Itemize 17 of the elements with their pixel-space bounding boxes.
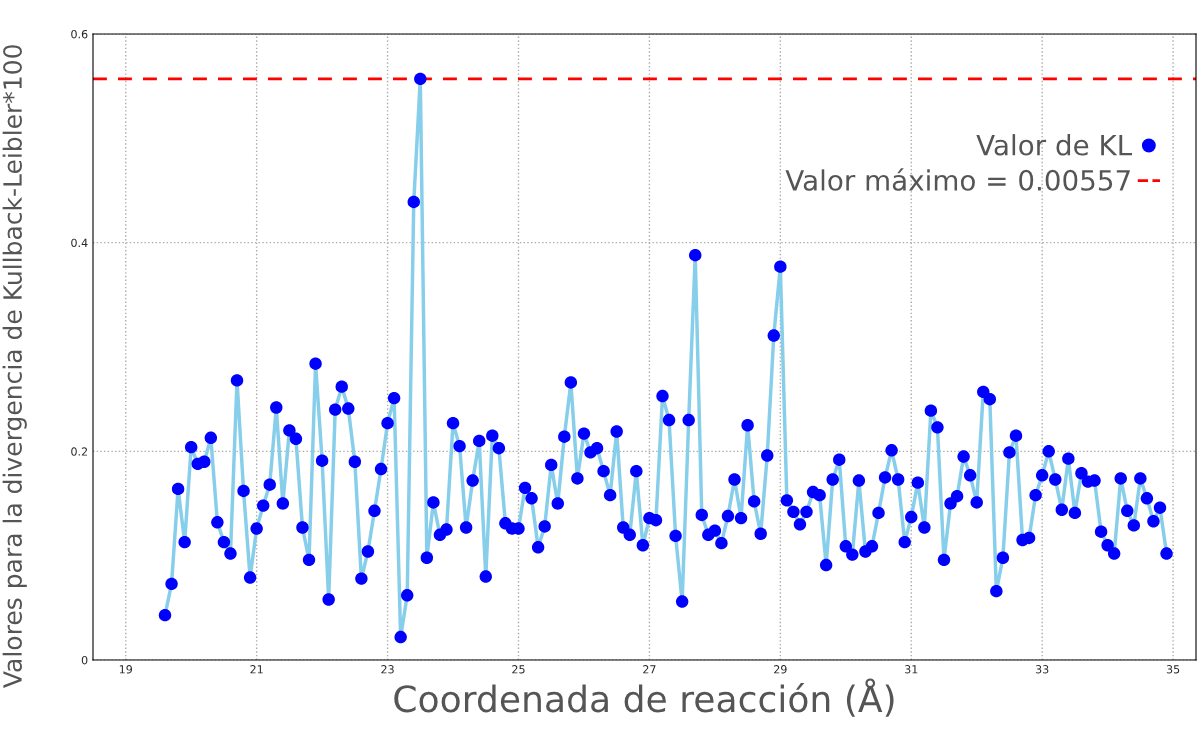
- x-tick-label: 35: [1166, 665, 1180, 674]
- x-tick-label: 21: [250, 665, 263, 674]
- y-tick-label: 0.6: [71, 29, 88, 39]
- y-tick-label: 0: [81, 655, 88, 665]
- x-tick-label: 23: [381, 665, 394, 674]
- annotation: Valor máximo = 0.00557: [785, 168, 1130, 191]
- x-tick-label: 31: [905, 665, 918, 674]
- y-tick-label: 0.4: [71, 238, 88, 248]
- x-tick-label: 25: [512, 665, 525, 674]
- legend-label: Valor de KL: [976, 134, 1133, 156]
- y-axis-title: Valores para la divergencia de Kullback-Leibler*100: [2, 45, 27, 688]
- x-tick-label: 29: [774, 665, 787, 674]
- x-tick-label: 27: [643, 665, 656, 674]
- x-axis-title: Coordenada de reacción (Å): [394, 678, 894, 717]
- x-tick-label: 19: [119, 665, 133, 674]
- x-tick-label: 33: [1035, 665, 1049, 674]
- y-tick-label: 0.2: [71, 447, 88, 456]
